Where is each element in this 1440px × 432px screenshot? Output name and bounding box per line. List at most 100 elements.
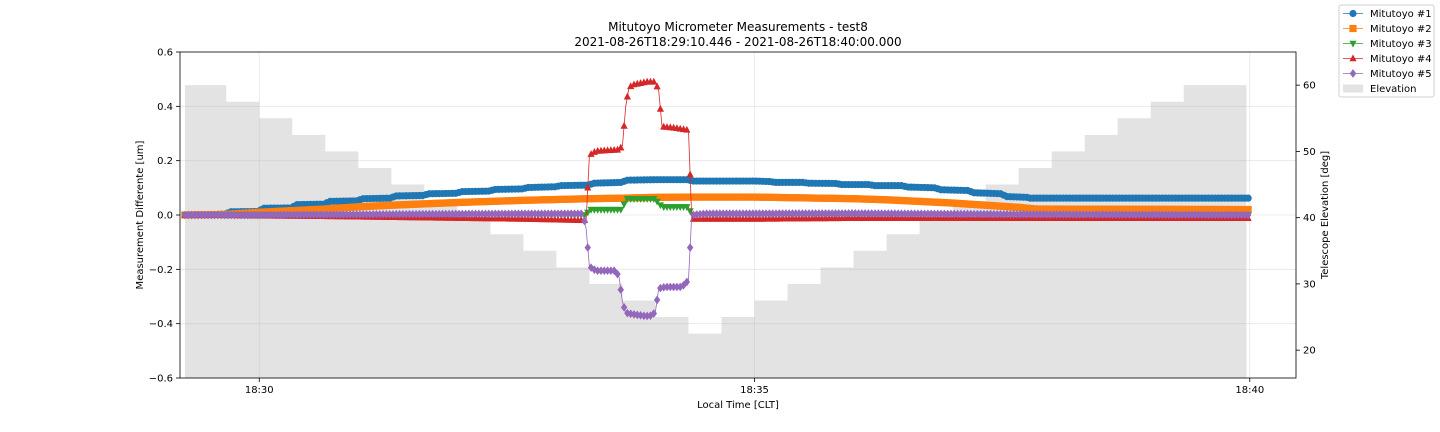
data-point [904, 209, 912, 218]
data-point [656, 104, 665, 112]
y2-axis-label: Telescope Elevation [deg] [1320, 151, 1331, 280]
data-point [937, 209, 945, 219]
legend-label: Mitutoyo #1 [1370, 9, 1432, 20]
data-point [1050, 210, 1057, 219]
data-point [445, 209, 453, 219]
data-point [234, 210, 242, 220]
data-point [614, 269, 621, 279]
x-tick-label: 18:35 [740, 385, 769, 396]
data-point [333, 210, 341, 219]
data-point [772, 209, 780, 218]
data-point [601, 266, 608, 276]
data-point [1218, 210, 1225, 220]
data-point [858, 209, 866, 218]
data-point [426, 209, 433, 219]
data-point [1086, 210, 1093, 219]
data-point [376, 210, 383, 219]
data-point [1132, 210, 1140, 220]
data-point [1198, 210, 1206, 220]
data-point [782, 209, 790, 218]
data-point [1089, 210, 1097, 219]
data-point [733, 209, 740, 218]
y-tick-label: −0.6 [149, 374, 173, 385]
data-point [752, 209, 760, 218]
elevation-area-layer [184, 85, 1247, 379]
data-point [686, 208, 694, 216]
data-point [1059, 210, 1067, 219]
y-tick-label: 0.2 [157, 156, 173, 167]
data-point [673, 282, 681, 292]
data-point [670, 282, 677, 292]
data-point [1211, 210, 1219, 220]
data-point [284, 210, 291, 220]
data-point [1122, 210, 1130, 219]
data-point [686, 170, 694, 178]
data-point [624, 308, 631, 318]
data-point [1102, 210, 1110, 219]
data-point [835, 209, 842, 218]
data-point [627, 82, 635, 90]
legend-marker [1349, 54, 1357, 62]
data-point [1043, 210, 1050, 219]
data-point [1079, 210, 1087, 219]
data-point [399, 209, 407, 219]
data-point [957, 209, 965, 219]
data-point [941, 209, 948, 219]
data-point [297, 210, 304, 220]
data-point [993, 209, 1001, 219]
data-point [809, 209, 816, 218]
data-point [492, 209, 499, 219]
data-point [663, 282, 671, 292]
data-point [1003, 209, 1011, 219]
data-point [980, 209, 988, 219]
data-point [1234, 210, 1242, 220]
data-point [1063, 210, 1070, 219]
data-point [743, 209, 750, 218]
data-point [363, 210, 370, 219]
data-point [323, 210, 331, 219]
data-point [535, 209, 542, 219]
data-point [386, 209, 393, 219]
data-point [508, 209, 516, 219]
data-point [511, 209, 519, 219]
data-point [320, 210, 327, 219]
data-point [769, 209, 776, 218]
data-point [881, 209, 889, 218]
data-point [1201, 210, 1209, 220]
data-point [1007, 209, 1014, 219]
data-point [538, 209, 545, 219]
data-point [825, 209, 833, 218]
data-point [366, 210, 374, 219]
data-point [1083, 210, 1090, 219]
data-point [604, 266, 611, 276]
data-point [541, 209, 549, 218]
data-point [762, 209, 770, 218]
data-point [201, 210, 209, 220]
data-point [918, 209, 925, 219]
data-point [287, 210, 294, 220]
data-point [439, 209, 446, 219]
data-point [336, 210, 344, 219]
data-point [1013, 209, 1021, 219]
data-point [822, 209, 829, 218]
y-tick-label: 0.0 [157, 211, 173, 222]
data-point [505, 209, 512, 219]
data-point [921, 209, 928, 219]
legend: Mitutoyo #1 Mitutoyo #2 Mitutoyo #3 Mitutoy… [1338, 4, 1435, 98]
data-point [947, 209, 955, 219]
data-point [726, 209, 733, 218]
data-point [495, 209, 502, 219]
data-point [1192, 210, 1199, 220]
data-point [960, 209, 968, 219]
data-point [221, 210, 228, 220]
elevation-area [184, 85, 1247, 379]
data-point [650, 196, 658, 203]
data-point [795, 209, 803, 218]
data-point [452, 209, 459, 219]
data-point [293, 210, 301, 220]
data-point [1017, 209, 1024, 219]
data-point [396, 209, 403, 219]
data-point [277, 210, 284, 220]
y-tick-label: −0.4 [149, 319, 173, 330]
data-point [1149, 210, 1156, 220]
